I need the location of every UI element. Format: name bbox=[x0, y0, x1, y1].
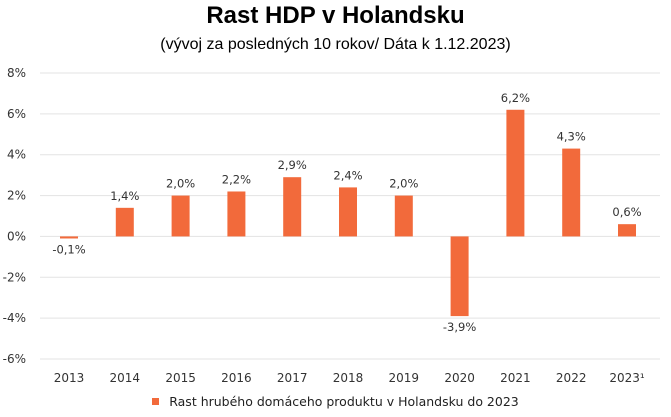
bar bbox=[394, 195, 413, 237]
legend-label: Rast hrubého domáceho produktu v Holands… bbox=[169, 394, 519, 409]
data-label: 2,0% bbox=[389, 177, 418, 191]
y-tick-label: -4% bbox=[3, 311, 26, 325]
x-tick-label: 2019 bbox=[389, 371, 420, 385]
bar bbox=[283, 177, 302, 237]
data-label: 2,9% bbox=[278, 158, 307, 172]
x-tick-label: 2014 bbox=[110, 371, 141, 385]
bar bbox=[450, 236, 469, 317]
data-label: 4,3% bbox=[557, 130, 586, 144]
x-tick-label: 2021 bbox=[500, 371, 531, 385]
y-tick-label: 2% bbox=[7, 189, 26, 203]
bar bbox=[506, 109, 525, 237]
y-tick-label: 6% bbox=[7, 107, 26, 121]
x-tick-label: 2023¹ bbox=[609, 371, 645, 385]
y-tick-label: 8% bbox=[7, 66, 26, 80]
bar bbox=[618, 224, 636, 237]
y-tick-label: 0% bbox=[7, 229, 26, 243]
x-tick-label: 2022 bbox=[556, 371, 587, 385]
bar bbox=[115, 207, 134, 237]
data-label: -0,1% bbox=[52, 242, 85, 256]
x-tick-label: 2016 bbox=[221, 371, 252, 385]
bar bbox=[339, 187, 357, 237]
data-label: 2,4% bbox=[333, 168, 362, 182]
chart-title: Rast HDP v Holandsku bbox=[206, 2, 465, 29]
x-tick-label: 2015 bbox=[165, 371, 196, 385]
y-tick-label: -6% bbox=[3, 352, 26, 366]
y-tick-label: -2% bbox=[3, 270, 26, 284]
data-label: 6,2% bbox=[501, 91, 530, 105]
data-label: 2,2% bbox=[222, 172, 251, 186]
data-label: 1,4% bbox=[110, 189, 139, 203]
x-tick-label: 2017 bbox=[277, 371, 308, 385]
x-tick-label: 2018 bbox=[333, 371, 364, 385]
legend-swatch bbox=[152, 398, 160, 405]
chart-subtitle: (vývoj za posledných 10 rokov/ Dáta k 1.… bbox=[160, 36, 511, 53]
bar bbox=[60, 236, 78, 239]
legend: Rast hrubého domáceho produktu v Holands… bbox=[0, 394, 671, 409]
data-label: -3,9% bbox=[443, 320, 476, 334]
bar bbox=[171, 195, 190, 237]
x-tick-label: 2020 bbox=[444, 371, 475, 385]
x-tick-label: 2013 bbox=[54, 371, 85, 385]
bar bbox=[562, 148, 581, 237]
bar bbox=[227, 191, 246, 237]
data-label: 2,0% bbox=[166, 177, 195, 191]
data-label: 0,6% bbox=[612, 205, 641, 219]
y-tick-label: 4% bbox=[7, 148, 26, 162]
